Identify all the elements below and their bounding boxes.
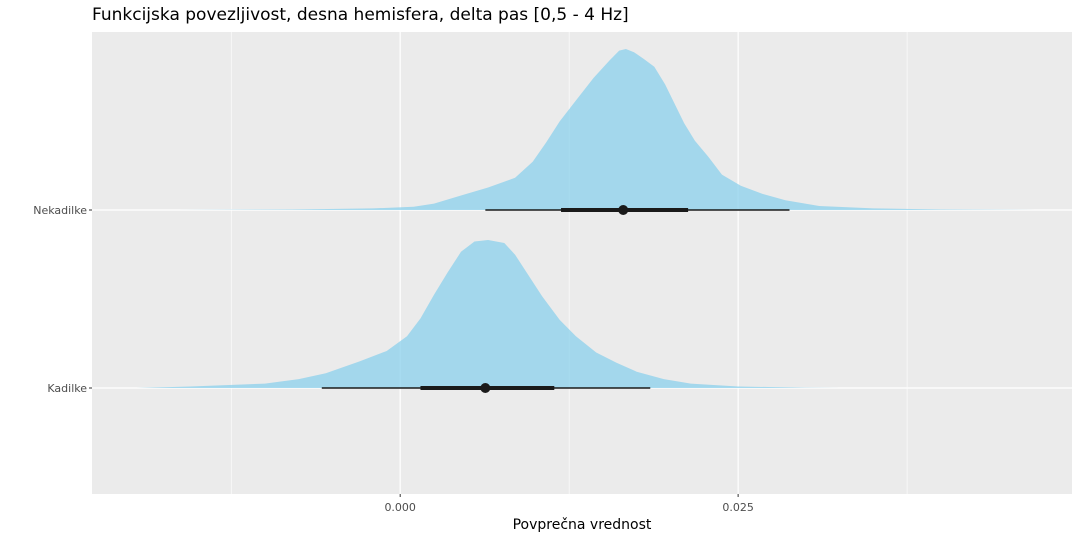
- density-kadilke: [136, 240, 840, 388]
- point-estimate-nekadilke: [618, 205, 629, 215]
- chart-marks: [136, 49, 1036, 393]
- y-axis: Kadilke Nekadilke: [33, 204, 92, 395]
- y-tick-label: Nekadilke: [33, 204, 87, 217]
- x-tick-label: 0.025: [722, 501, 754, 514]
- chart-title: Funkcijska povezljivost, desna hemisfera…: [92, 5, 629, 25]
- x-axis-title: Povprečna vrednost: [513, 517, 652, 533]
- x-tick-label: 0.000: [384, 501, 416, 514]
- x-axis: 0.000 0.025: [384, 494, 754, 514]
- y-tick-label: Kadilke: [47, 382, 87, 395]
- density-nekadilke: [177, 49, 1036, 210]
- point-estimate-kadilke: [480, 383, 491, 393]
